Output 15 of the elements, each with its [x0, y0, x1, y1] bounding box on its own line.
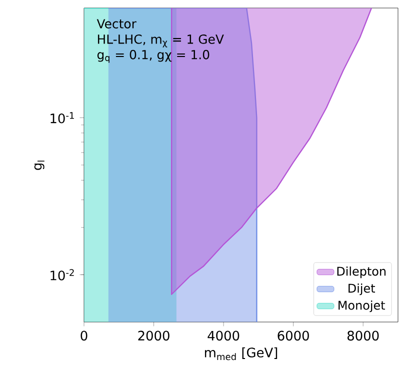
annotation: HL-LHC, m$_{χ}$ = 1 GeV	[98, 34, 224, 48]
legend-label: Dilepton	[337, 266, 386, 278]
x-tick-label: 8000	[348, 330, 379, 341]
annotation: Vector	[96, 19, 136, 28]
legend-label: Dijet	[348, 284, 376, 296]
y-tick-label: 10$^{-1}$	[50, 112, 74, 124]
x-tick-label: 2000	[138, 330, 170, 341]
x-tick-label: 4000	[208, 330, 240, 341]
annotation: g$_{q}$ = 0.1, gχ = 1.0	[97, 50, 210, 63]
y-axis-title: g$_{l}$	[34, 160, 44, 170]
x-tick-label: 0	[80, 330, 88, 341]
x-axis-title: m$_{med}$ [GeV]	[204, 347, 278, 360]
y-tick-label: 10$^{-2}$	[50, 269, 74, 280]
x-tick-label: 6000	[278, 330, 309, 341]
legend-label: Monojet	[338, 300, 386, 312]
